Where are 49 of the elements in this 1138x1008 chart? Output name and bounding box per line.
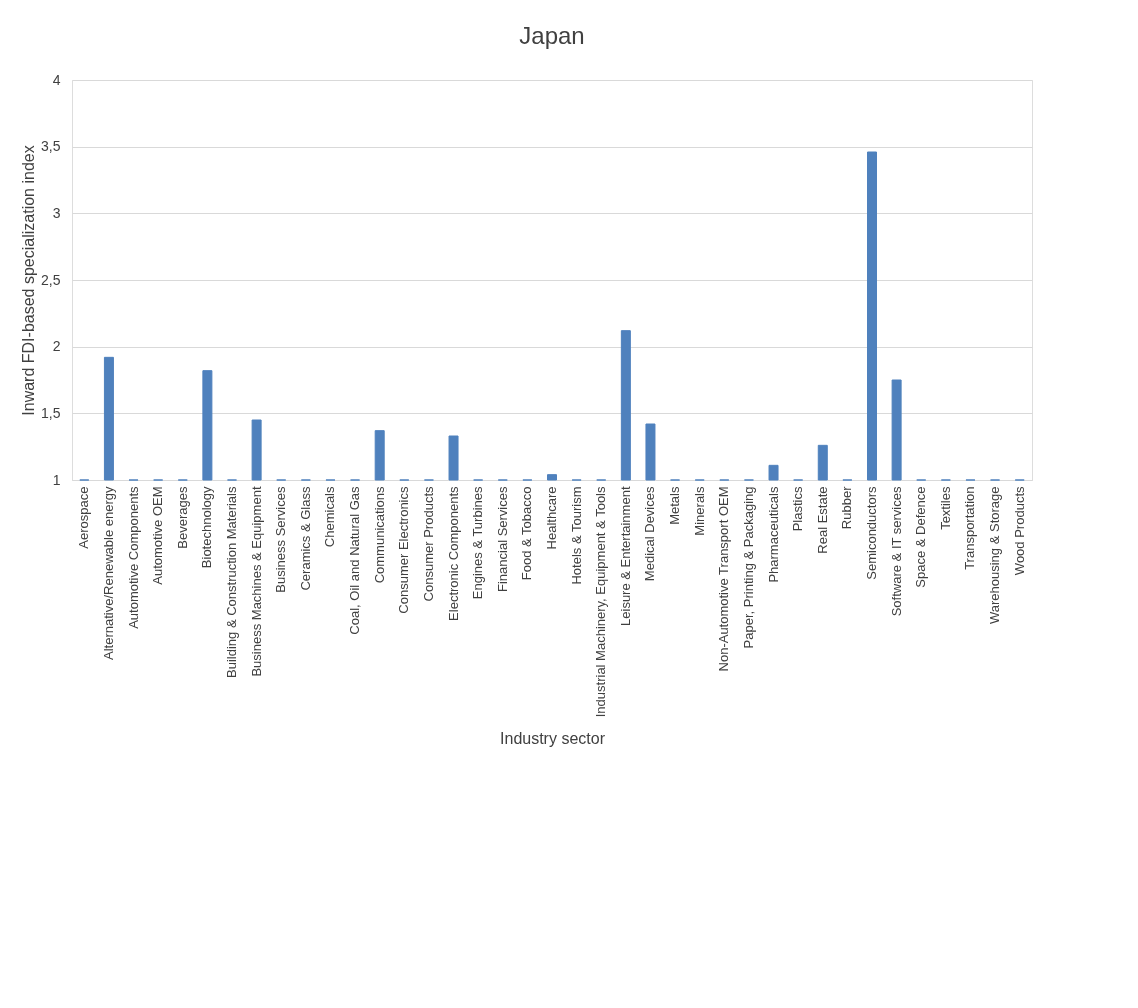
x-axis-title: Industry sector: [500, 729, 606, 747]
x-tick-label: Metals: [667, 486, 683, 525]
x-tick-label: Engines & Turbines: [470, 486, 486, 600]
x-tick-label: Chemicals: [322, 486, 338, 548]
x-tick-label: Space & Defence: [913, 486, 929, 588]
x-tick-label: Real Estate: [814, 486, 830, 554]
x-tick-label: Hotels & Tourism: [568, 486, 584, 585]
y-tick-label: 1,5: [41, 404, 61, 421]
x-tick-label: Plastics: [790, 486, 806, 532]
x-tick-label: Medical Devices: [642, 486, 658, 582]
y-tick-label: 2,5: [41, 271, 61, 288]
x-tick-label: Healthcare: [544, 486, 559, 550]
x-tick-label: Ceramics & Glass: [297, 486, 313, 591]
y-tick-label: 4: [52, 71, 61, 88]
x-tick-label: Paper, Printing & Packaging: [740, 486, 756, 649]
x-tick-label: Electronic Components: [445, 486, 461, 621]
x-tick-label: Coal, Oil and Natural Gas: [347, 486, 363, 635]
x-tick-label: Pharmaceuticals: [765, 486, 781, 583]
x-tick-label: Automotive OEM: [150, 486, 166, 585]
x-tick-label: Warehousing & Storage: [987, 486, 1003, 625]
chart-title: Japan: [519, 22, 585, 49]
x-tick-label: Business Services: [273, 486, 289, 593]
x-tick-label: Wood Products: [1011, 486, 1027, 576]
x-tick-label: Automotive Components: [125, 486, 141, 629]
x-tick-label: Leisure & Entertainment: [617, 486, 633, 626]
x-tick-label: Communications: [371, 486, 387, 584]
x-tick-label: Industrial Machinery, Equipment & Tools: [593, 486, 609, 718]
y-tick-label: 3: [52, 204, 61, 221]
x-tick-label: Biotechnology: [199, 486, 215, 569]
x-tick-label: Rubber: [839, 485, 855, 530]
x-tick-label: Business Machines & Equipment: [248, 486, 264, 677]
y-tick-label: 2: [52, 338, 61, 355]
x-tick-label: Building & Construction Materials: [224, 486, 239, 678]
x-tick-label: Alternative/Renewable energy: [100, 486, 116, 660]
x-tick-label: Aerospace: [76, 486, 92, 549]
x-tick-label: Non-Automotive Transport OEM: [716, 486, 732, 672]
x-tick-label: Transportation: [962, 486, 978, 570]
x-tick-label: Semiconductors: [864, 486, 879, 580]
y-tick-label: 3,5: [41, 138, 61, 155]
x-tick-label: Software & IT services: [888, 486, 904, 617]
y-tick-label: 1: [52, 471, 61, 488]
x-tick-label: Consumer Electronics: [396, 486, 412, 614]
x-tick-label: Textiles: [937, 486, 953, 530]
x-tick-label: Beverages: [174, 486, 190, 549]
y-axis-title: Inward FDI-based specialization index: [20, 145, 38, 416]
x-tick-label: Food & Tobacco: [519, 486, 535, 581]
x-tick-label: Consumer Products: [420, 486, 436, 602]
x-tick-label: Minerals: [691, 486, 707, 536]
x-tick-label: Financial Services: [494, 486, 510, 592]
